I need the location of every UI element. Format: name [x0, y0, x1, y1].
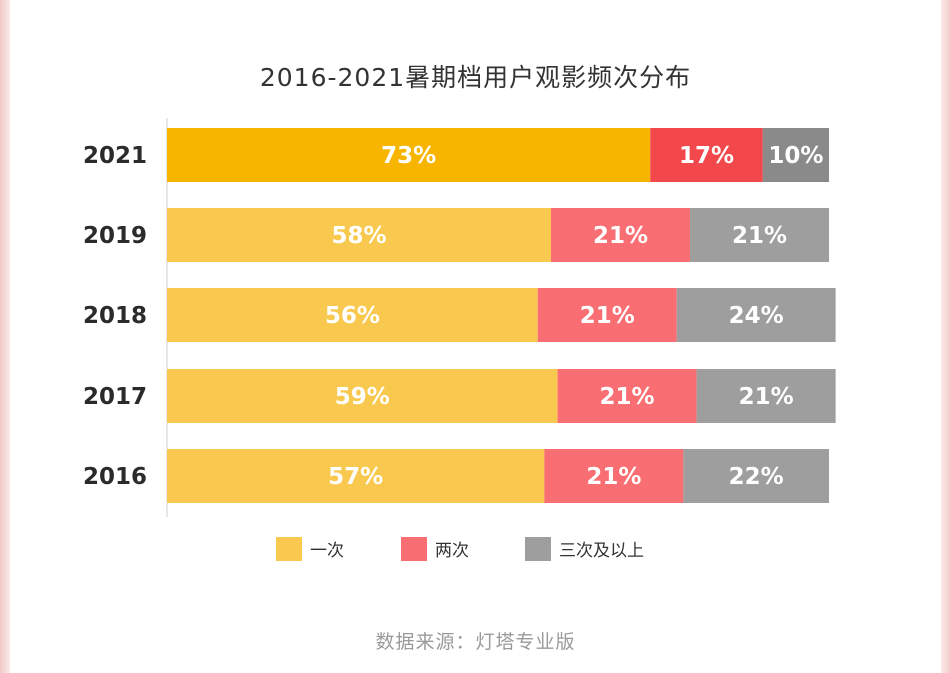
data-label: 21%: [739, 384, 794, 410]
bar-segment: [683, 449, 829, 503]
data-label: 24%: [729, 303, 784, 329]
legend-label: 两次: [435, 541, 469, 561]
chart-title: 2016-2021暑期档用户观影频次分布: [259, 63, 692, 92]
legend-label: 三次及以上: [559, 541, 644, 561]
bar-segment: [557, 369, 697, 423]
data-label: 22%: [729, 464, 784, 490]
data-label: 10%: [768, 143, 823, 169]
data-label: 73%: [381, 143, 436, 169]
bar-segment: [167, 369, 558, 423]
bar-segment: [676, 288, 836, 342]
legend-swatch: [401, 537, 427, 561]
data-label: 56%: [325, 303, 380, 329]
bar-segment: [544, 449, 684, 503]
data-label: 58%: [331, 223, 386, 249]
data-label: 21%: [600, 384, 655, 410]
bar-segment: [167, 208, 551, 262]
data-label: 21%: [593, 223, 648, 249]
bar-segment: [167, 449, 545, 503]
bar-segment: [167, 288, 538, 342]
legend-swatch: [525, 537, 551, 561]
right-edge-decoration: [941, 0, 951, 673]
legend-label: 一次: [310, 541, 344, 561]
data-label: 21%: [732, 223, 787, 249]
left-edge-decoration: [0, 0, 10, 673]
data-label: 59%: [335, 384, 390, 410]
data-source: 数据来源：灯塔专业版: [375, 631, 576, 653]
bar-segment: [550, 208, 690, 262]
bar-segment: [762, 128, 829, 182]
category-label: 2017: [83, 384, 147, 410]
category-label: 2018: [83, 303, 147, 329]
bar-segment: [650, 128, 763, 182]
bar-segment: [689, 208, 829, 262]
bar-segment: [167, 128, 651, 182]
data-label: 57%: [328, 464, 383, 490]
data-label: 21%: [580, 303, 635, 329]
data-label: 21%: [586, 464, 641, 490]
category-label: 2021: [83, 143, 147, 169]
data-label: 17%: [679, 143, 734, 169]
bar-segment: [537, 288, 677, 342]
category-label: 2019: [83, 223, 147, 249]
bar-segment: [696, 369, 836, 423]
legend-swatch: [276, 537, 302, 561]
category-label: 2016: [83, 464, 147, 490]
